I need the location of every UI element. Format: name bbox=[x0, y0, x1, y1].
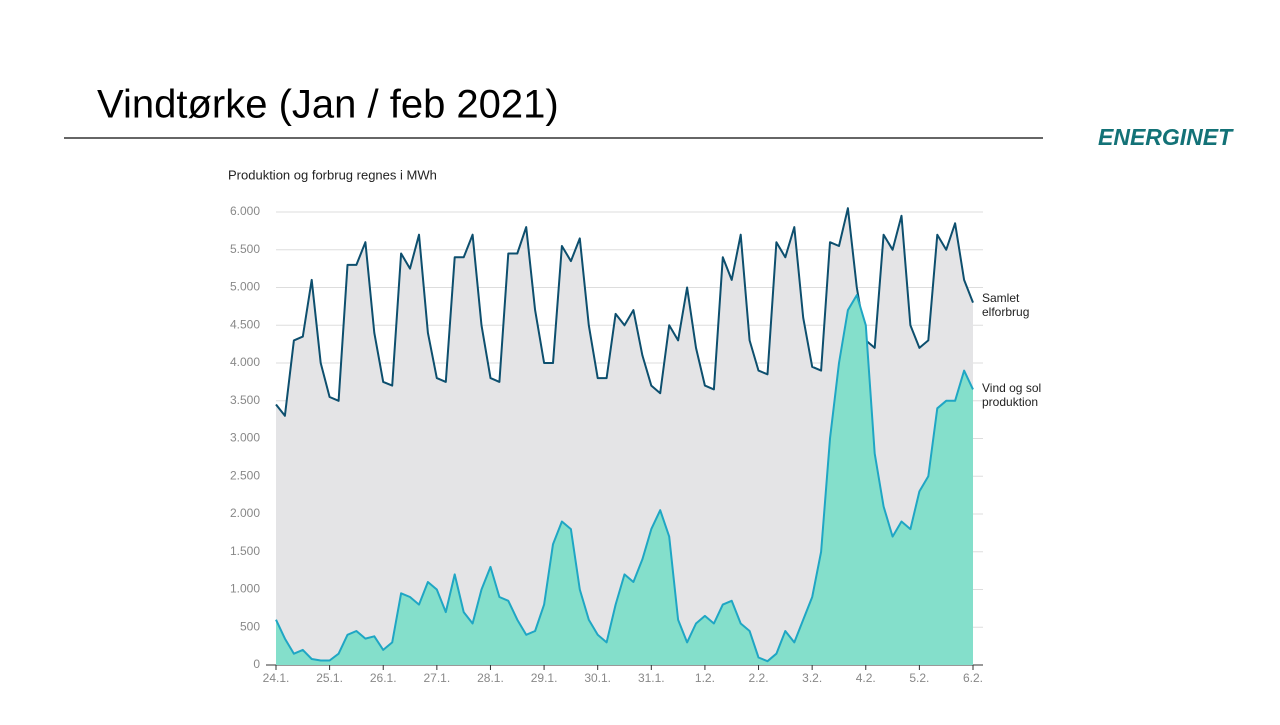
y-tick-label: 3.000 bbox=[230, 431, 260, 445]
y-tick-label: 500 bbox=[240, 619, 260, 633]
x-tick-label: 25.1. bbox=[316, 671, 343, 685]
x-tick-label: 5.2. bbox=[909, 671, 929, 685]
x-tick-label: 30.1. bbox=[584, 671, 611, 685]
y-tick-label: 1.000 bbox=[230, 582, 260, 596]
logo: ENERGINET bbox=[1098, 124, 1234, 150]
legend-label: Vind og sol produktion bbox=[982, 381, 1042, 410]
y-tick-label: 0 bbox=[253, 657, 260, 671]
y-tick-label: 2.500 bbox=[230, 468, 260, 482]
x-tick-label: 27.1. bbox=[423, 671, 450, 685]
x-tick-label: 24.1. bbox=[263, 671, 290, 685]
line bbox=[275, 294, 974, 663]
x-tick-label: 1.2. bbox=[695, 671, 715, 685]
x-tick-label: 29.1. bbox=[531, 671, 558, 685]
slide-title: Vindtørke (Jan / feb 2021) bbox=[97, 83, 559, 127]
y-tick-label: 5.500 bbox=[230, 242, 260, 256]
legend-label: Samlet elforbrug bbox=[982, 290, 1030, 319]
y-tick-label: 3.500 bbox=[230, 393, 260, 407]
y-tick-label: 1.500 bbox=[230, 544, 260, 558]
line bbox=[275, 207, 974, 417]
x-tick-label: 3.2. bbox=[802, 671, 822, 685]
y-tick-label: 6.000 bbox=[230, 204, 260, 218]
x-tick-label: 6.2. bbox=[963, 671, 983, 685]
x-tick-label: 26.1. bbox=[370, 671, 397, 685]
y-tick-label: 4.000 bbox=[230, 355, 260, 369]
area bbox=[276, 295, 973, 665]
x-tick-label: 31.1. bbox=[638, 671, 665, 685]
x-tick-label: 2.2. bbox=[749, 671, 769, 685]
y-tick-label: 5.000 bbox=[230, 280, 260, 294]
x-tick-label: 28.1. bbox=[477, 671, 504, 685]
y-tick-label: 2.000 bbox=[230, 506, 260, 520]
chart-subtitle: Produktion og forbrug regnes i MWh bbox=[228, 167, 437, 182]
y-tick-label: 4.500 bbox=[230, 317, 260, 331]
x-tick-label: 4.2. bbox=[856, 671, 876, 685]
